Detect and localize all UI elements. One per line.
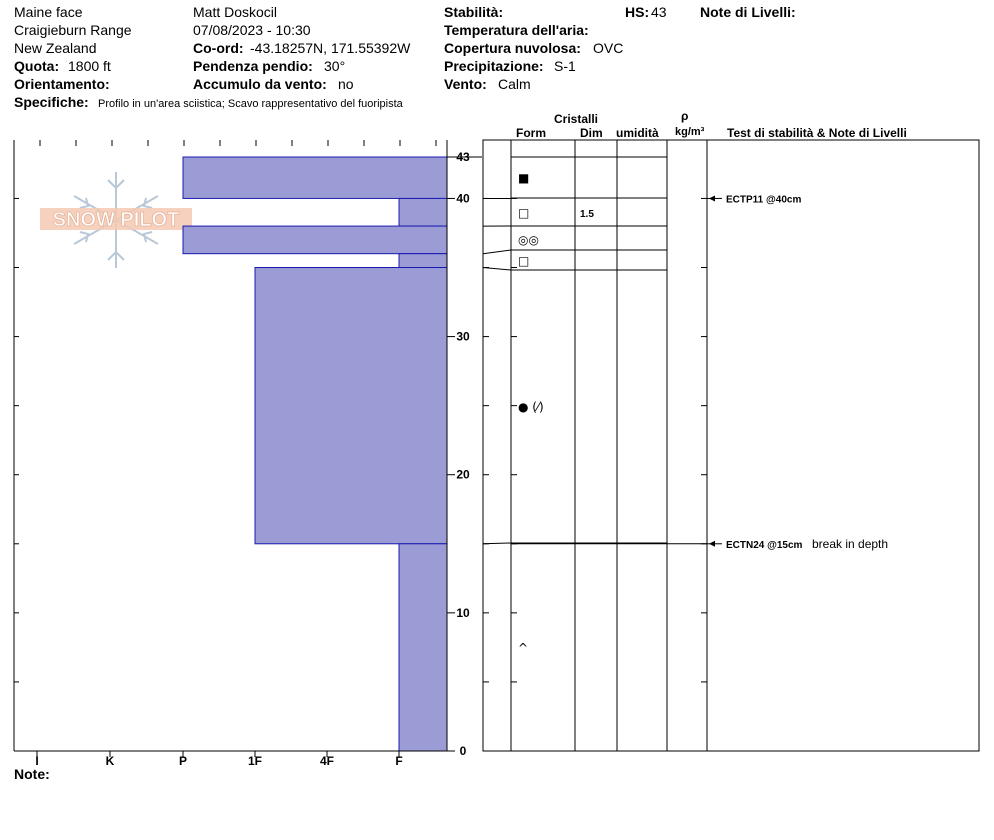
tests-notes-header: Test di stabilità & Note di Livelli (727, 126, 907, 140)
profile-table-frame (482, 139, 980, 752)
density-unit-header: kg/m³ (675, 126, 705, 138)
coord-value: -43.18257N, 171.55392W (250, 40, 411, 56)
hardness-tick-label: 1F (248, 754, 262, 768)
test-arrow-head (709, 540, 715, 547)
wind-value: Calm (498, 76, 531, 92)
stability-test-note: break in depth (812, 537, 888, 551)
stability-test-label: ECTN24 @15cm (726, 540, 803, 551)
stability-test-label: ECTP11 @40cm (726, 194, 801, 205)
crystals-header: Cristalli (554, 112, 599, 126)
form-header: Form (516, 126, 546, 140)
layer-connector (482, 542, 512, 545)
depth-tick-label: 20 (456, 468, 470, 482)
snowpilot-logo: SNOW PILOT (40, 172, 192, 268)
notes-label: Note: (14, 766, 50, 782)
grain-form-icon: ◎◎ (518, 233, 539, 247)
slope-value: 30° (324, 58, 346, 74)
hs-label: HS: (625, 4, 650, 20)
size-header: Dim (580, 126, 603, 140)
sky-label: Copertura nuvolosa: (444, 40, 581, 56)
air-temp-label: Temperatura dell'aria: (444, 22, 589, 38)
test-arrow-head (709, 195, 715, 202)
hardness-tick-label: K (106, 754, 115, 768)
depth-tick-label: 0 (460, 744, 467, 758)
hardness-layer-bar (398, 543, 448, 752)
depth-tick-label: 30 (456, 330, 470, 344)
hardness-layer-bar (182, 156, 448, 199)
hardness-layer-bar (254, 267, 448, 545)
wind-loading-label: Accumulo da vento: (193, 76, 327, 92)
elevation-value: 1800 ft (68, 58, 111, 74)
specifics-label: Specifiche: (14, 94, 89, 110)
precip-value: S-1 (554, 58, 576, 74)
layer-connector (482, 249, 512, 255)
observation-datetime: 07/08/2023 - 10:30 (193, 22, 311, 38)
range-name: Craigieburn Range (14, 22, 132, 38)
slope-label: Pendenza pendio: (193, 58, 313, 74)
grain-form-icon: ■ (518, 171, 529, 185)
grain-form-icon: □ (518, 206, 529, 220)
specifics-value: Profilo in un'area sciistica; Scavo rapp… (98, 98, 403, 110)
grain-form-icon: ● (⁄) (518, 400, 544, 414)
layer-notes-label: Note di Livelli: (700, 4, 796, 20)
hardness-layer-bar (182, 225, 448, 255)
wind-label: Vento: (444, 76, 487, 92)
hardness-tick-label: P (179, 754, 187, 768)
location-name: Maine face (14, 4, 83, 20)
depth-tick-label: 10 (456, 606, 470, 620)
grain-form-icon: ^ (518, 641, 528, 655)
sky-value: OVC (593, 40, 624, 56)
depth-tick-label: 40 (456, 191, 470, 205)
hardness-layer-bar (398, 253, 448, 269)
stability-label: Stabilità: (444, 4, 504, 20)
hardness-tick-label: 4F (320, 754, 334, 768)
hardness-tick-label: I (35, 754, 38, 768)
hardness-tick-label: F (395, 754, 402, 768)
wind-loading-value: no (338, 76, 354, 92)
hs-value: 43 (651, 4, 667, 20)
aspect-label: Orientamento: (14, 76, 110, 92)
svg-text:SNOW PILOT: SNOW PILOT (53, 209, 180, 231)
grain-form-icon: □ (518, 254, 529, 268)
observer-name: Matt Doskocil (193, 4, 278, 20)
grain-size-label: 1.5 (580, 209, 594, 220)
hardness-layer-bar (398, 197, 448, 227)
layer-connector (482, 267, 512, 271)
elevation-label: Quota: (14, 58, 60, 74)
moisture-header: umidità (616, 126, 659, 140)
rho-header: ρ (681, 109, 689, 123)
country-name: New Zealand (14, 40, 97, 56)
precip-label: Precipitazione: (444, 58, 544, 74)
coord-label: Co-ord: (193, 40, 244, 56)
